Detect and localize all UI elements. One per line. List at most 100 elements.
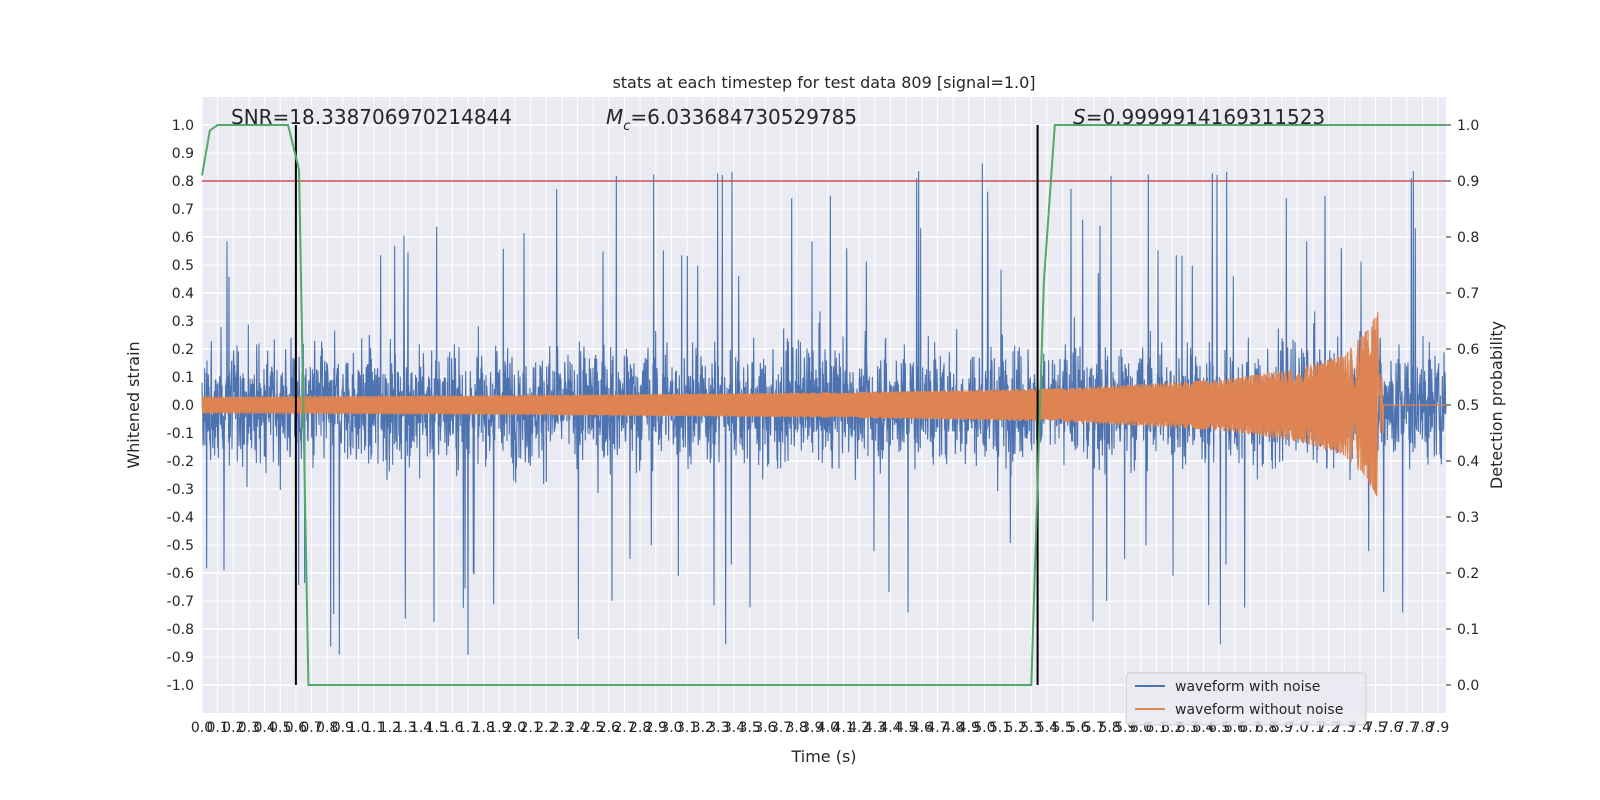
y-right-tick-label: 0.2 <box>1457 566 1479 582</box>
y-right-tick-label: 0.6 <box>1457 342 1479 358</box>
y-right-tick-label: 0.1 <box>1457 622 1479 638</box>
y-right-tick-label: 1.0 <box>1457 118 1479 134</box>
x-tick-label: 5.0 <box>973 720 995 736</box>
x-tick-label: 5.1 <box>989 720 1011 736</box>
x-tick-label: 3.8 <box>785 720 807 736</box>
y-left-tick-label: 0.0 <box>172 398 194 414</box>
x-tick-label: 0.2 <box>222 720 244 736</box>
x-axis-label: Time (s) <box>790 747 856 766</box>
x-tick-label: 5.4 <box>1036 720 1058 736</box>
legend: waveform with noise waveform without noi… <box>1125 672 1367 726</box>
y-left-tick-label: -0.1 <box>167 426 194 442</box>
y-left-tick-label: -1.0 <box>167 678 194 694</box>
x-tick-label: 7.9 <box>1427 720 1449 736</box>
x-tick-label: 0.1 <box>207 720 229 736</box>
x-tick-label: 2.9 <box>645 720 667 736</box>
x-tick-label: 3.0 <box>660 720 682 736</box>
x-tick-label: 3.1 <box>676 720 698 736</box>
y-left-tick-label: -0.9 <box>167 650 194 666</box>
x-tick-label: 3.6 <box>754 720 776 736</box>
x-tick-label: 4.2 <box>848 720 870 736</box>
y-right-tick-label: 0.7 <box>1457 286 1479 302</box>
y-left-tick-label: -0.3 <box>167 482 194 498</box>
y-left-tick-label: -0.5 <box>167 538 194 554</box>
series-waveform-without-noise <box>201 312 1446 497</box>
x-tick-label: 0.9 <box>332 720 354 736</box>
x-tick-label: 1.7 <box>457 720 479 736</box>
x-tick-label: 1.5 <box>426 720 448 736</box>
chart-title: stats at each timestep for test data 809… <box>612 73 1035 92</box>
x-tick-label: 5.5 <box>1051 720 1073 736</box>
y-right-tick-label: 0.3 <box>1457 510 1479 526</box>
x-tick-label: 1.3 <box>394 720 416 736</box>
y-left-tick-label: 1.0 <box>172 118 194 134</box>
x-tick-label: 3.4 <box>723 720 745 736</box>
detection-probability-line <box>201 124 1446 686</box>
x-tick-label: 5.8 <box>1098 720 1120 736</box>
x-tick-label: 4.6 <box>911 720 933 736</box>
overlays <box>201 124 1446 686</box>
x-tick-label: 3.5 <box>739 720 761 736</box>
x-axis-ticks: 0.00.10.20.30.40.50.60.70.80.91.01.11.21… <box>191 720 1449 736</box>
x-tick-label: 7.6 <box>1380 720 1402 736</box>
clean-waveform-line <box>201 312 1446 497</box>
y-left-axis-label: Whitened strain <box>124 341 143 468</box>
x-tick-label: 1.8 <box>473 720 495 736</box>
y-left-tick-label: -0.6 <box>167 566 194 582</box>
x-tick-label: 0.0 <box>191 720 213 736</box>
x-tick-label: 5.2 <box>1005 720 1027 736</box>
x-tick-label: 1.2 <box>379 720 401 736</box>
x-tick-label: 3.7 <box>770 720 792 736</box>
s-symbol: S <box>1073 105 1086 129</box>
x-tick-label: 0.7 <box>300 720 322 736</box>
y-left-tick-label: 0.2 <box>172 342 194 358</box>
x-tick-label: 2.5 <box>582 720 604 736</box>
x-tick-label: 7.5 <box>1364 720 1386 736</box>
x-tick-label: 1.0 <box>347 720 369 736</box>
snr-statistic-annotation: S=0.9999914169311523 <box>1073 105 1325 129</box>
x-tick-label: 4.3 <box>864 720 886 736</box>
y-left-tick-label: 0.4 <box>172 286 194 302</box>
x-tick-label: 2.0 <box>504 720 526 736</box>
x-tick-label: 1.1 <box>363 720 385 736</box>
x-tick-label: 2.7 <box>613 720 635 736</box>
x-tick-label: 2.8 <box>629 720 651 736</box>
y-left-tick-label: 0.5 <box>172 258 194 274</box>
y-right-tick-label: 0.4 <box>1457 454 1479 470</box>
y-left-tick-label: -0.7 <box>167 594 194 610</box>
y-right-tick-label: 0.8 <box>1457 230 1479 246</box>
y-left-tick-label: -0.4 <box>167 510 194 526</box>
x-tick-label: 4.1 <box>832 720 854 736</box>
mc-subscript: c <box>623 119 630 134</box>
x-tick-label: 4.7 <box>926 720 948 736</box>
x-tick-label: 0.4 <box>253 720 275 736</box>
y-left-tick-label: 0.1 <box>172 370 194 386</box>
x-tick-label: 2.6 <box>598 720 620 736</box>
x-tick-label: 0.8 <box>316 720 338 736</box>
y-right-axis-ticks: 1.0 0.9 0.8 0.7 0.6 0.5 0.4 0.3 0.2 0.1 0.0 <box>1446 118 1479 694</box>
x-tick-label: 7.7 <box>1396 720 1418 736</box>
legend-label-noise: waveform with noise <box>1175 679 1320 695</box>
y-left-tick-label: 0.3 <box>172 314 194 330</box>
x-tick-label: 5.3 <box>1020 720 1042 736</box>
x-tick-label: 1.4 <box>410 720 432 736</box>
snr-annotation: SNR=18.338706970214844 <box>231 105 512 129</box>
x-tick-label: 0.3 <box>238 720 260 736</box>
x-tick-label: 4.0 <box>817 720 839 736</box>
s-value: =0.9999914169311523 <box>1086 105 1325 129</box>
x-tick-label: 4.8 <box>942 720 964 736</box>
x-tick-label: 3.9 <box>801 720 823 736</box>
x-tick-label: 4.5 <box>895 720 917 736</box>
x-tick-label: 3.2 <box>692 720 714 736</box>
x-tick-label: 5.7 <box>1083 720 1105 736</box>
y-left-axis-ticks: 1.0 0.9 0.8 0.7 0.6 0.5 0.4 0.3 0.2 0.1 0.0 -0.1 -0.… <box>167 118 194 694</box>
y-right-tick-label: 0.0 <box>1457 678 1479 694</box>
x-tick-label: 1.6 <box>441 720 463 736</box>
x-tick-label: 0.6 <box>285 720 307 736</box>
y-left-tick-label: -0.2 <box>167 454 194 470</box>
x-tick-label: 2.1 <box>519 720 541 736</box>
legend-box <box>1125 672 1367 726</box>
x-tick-label: 0.5 <box>269 720 291 736</box>
y-right-axis-label: Detection probability <box>1487 321 1506 489</box>
